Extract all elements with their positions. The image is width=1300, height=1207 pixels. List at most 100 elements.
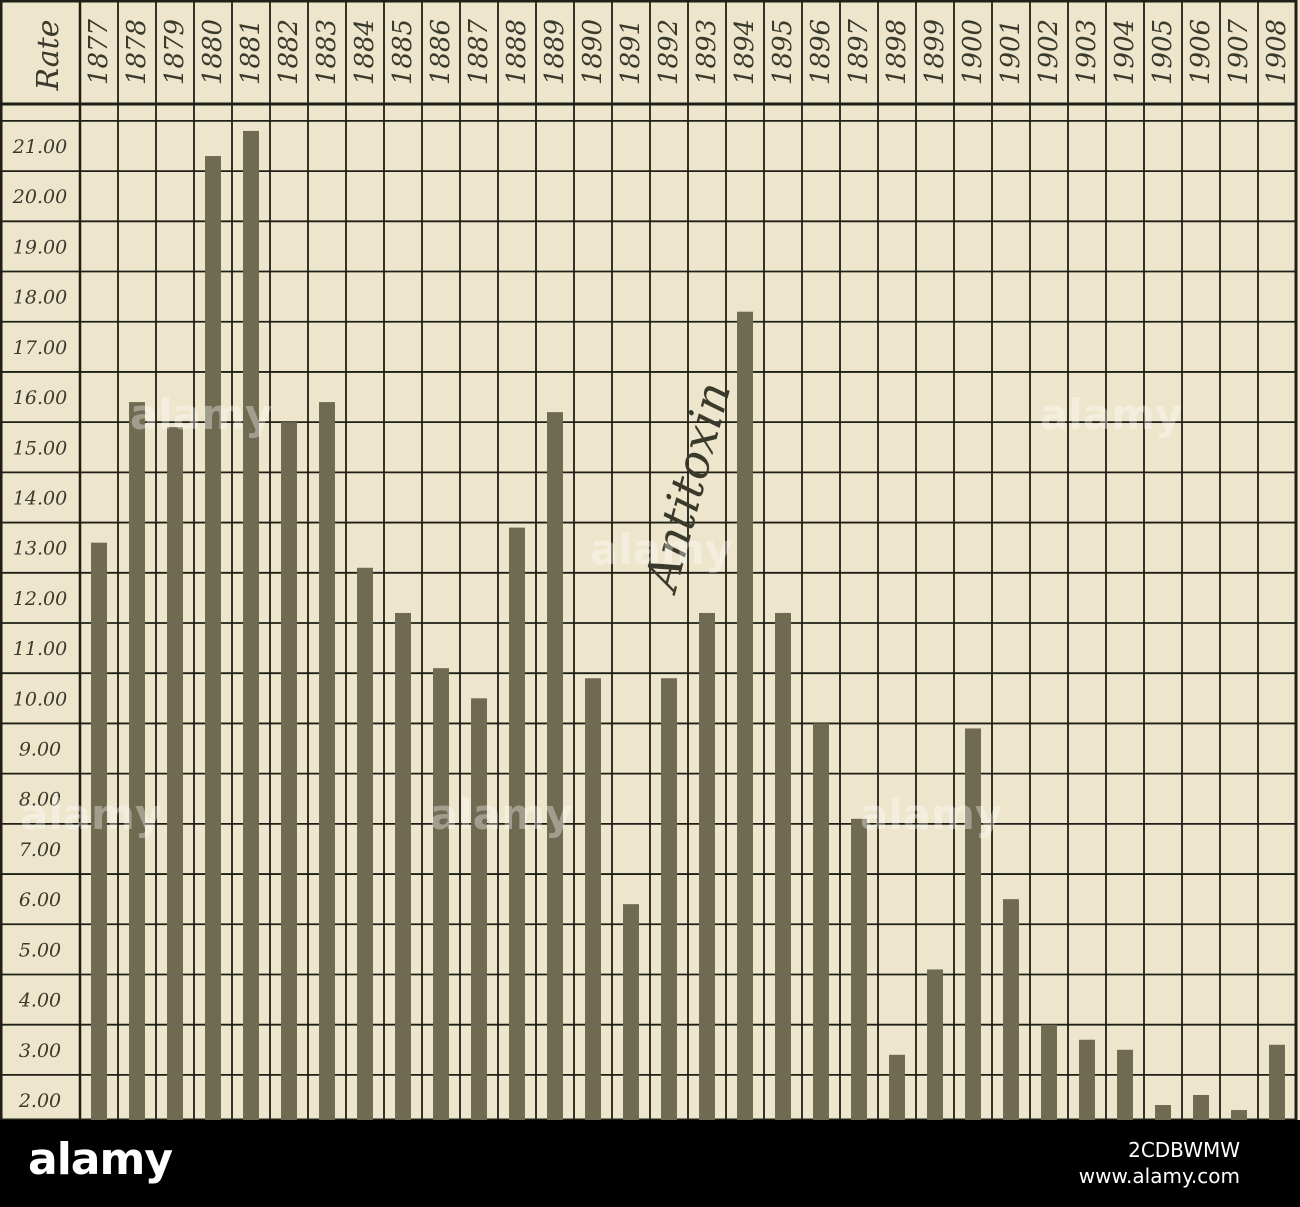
bar-1892 xyxy=(661,678,677,1120)
bar-1879 xyxy=(167,427,183,1120)
bar-1904 xyxy=(1117,1049,1133,1120)
y-tick-label: 17.00 xyxy=(13,337,67,359)
year-label-1903: 1903 xyxy=(1072,19,1102,85)
year-label-1886: 1886 xyxy=(426,19,456,85)
bar-1895 xyxy=(775,612,791,1120)
year-label-1896: 1896 xyxy=(806,19,836,85)
year-label-1887: 1887 xyxy=(464,18,494,85)
bar-1887 xyxy=(471,698,487,1120)
y-tick-label: 15.00 xyxy=(13,437,67,459)
bar-1878 xyxy=(129,402,145,1120)
y-tick-label: 21.00 xyxy=(12,136,67,158)
year-label-1892: 1892 xyxy=(654,19,684,85)
y-tick-label: 20.00 xyxy=(12,186,67,208)
bar-1891 xyxy=(623,904,639,1120)
bar-1903 xyxy=(1079,1039,1095,1120)
year-label-1888: 1888 xyxy=(502,19,532,85)
site-url: www.alamy.com xyxy=(1078,1164,1240,1188)
bar-1877 xyxy=(91,542,107,1120)
year-label-1882: 1882 xyxy=(274,19,304,85)
y-tick-label: 8.00 xyxy=(19,789,61,811)
y-tick-labels: 21.00 20.00 19.00 18.00 17.00 16.00 15.00 14.00… xyxy=(12,136,67,1112)
bar-1905 xyxy=(1155,1105,1171,1120)
y-axis-label: Rate xyxy=(31,20,66,92)
y-tick-label: 12.00 xyxy=(13,588,67,610)
y-tick-label: 5.00 xyxy=(19,939,61,961)
watermark-mark: alamy xyxy=(20,790,163,839)
y-tick-label: 6.00 xyxy=(19,889,61,911)
year-label-1889: 1889 xyxy=(540,19,570,85)
stock-info: 2CDBWMW www.alamy.com xyxy=(1079,1138,1240,1188)
chart-border xyxy=(0,0,1298,1120)
year-label-1908: 1908 xyxy=(1262,19,1292,85)
bar-1893 xyxy=(699,612,715,1120)
y-tick-label: 16.00 xyxy=(13,387,67,409)
bar-1890 xyxy=(585,678,601,1120)
year-label-1883: 1883 xyxy=(312,19,342,85)
year-label-1907: 1907 xyxy=(1224,18,1254,85)
year-label-1878: 1878 xyxy=(122,19,152,85)
y-tick-label: 11.00 xyxy=(13,638,67,660)
year-label-1898: 1898 xyxy=(882,19,912,85)
watermark-mark: alamy xyxy=(1040,390,1183,439)
watermark-mark: alamy xyxy=(430,790,573,839)
bar-1880 xyxy=(205,156,221,1120)
watermark-mark: alamy xyxy=(130,390,273,439)
year-label-1906: 1906 xyxy=(1186,19,1216,85)
bar-1881 xyxy=(243,130,259,1120)
bar-1898 xyxy=(889,1054,905,1120)
bar-1900 xyxy=(965,728,981,1120)
year-label-1902: 1902 xyxy=(1034,19,1064,85)
y-tick-label: 9.00 xyxy=(19,739,61,761)
bars xyxy=(91,130,1285,1120)
bar-chart: 1877 1878 1879 1880 1881 1882 1883 1884 1885 1886… xyxy=(0,0,1298,1120)
grid xyxy=(0,0,1298,1120)
bar-1883 xyxy=(319,402,335,1120)
bar-1897 xyxy=(851,818,867,1120)
bar-1885 xyxy=(395,612,411,1120)
bar-1901 xyxy=(1003,899,1019,1120)
year-label-1897: 1897 xyxy=(844,18,874,85)
year-label-1900: 1900 xyxy=(958,19,988,85)
y-tick-label: 2.00 xyxy=(18,1090,61,1112)
watermark-mark: alamy xyxy=(590,525,733,574)
year-label-1877: 1877 xyxy=(84,18,114,85)
bar-1889 xyxy=(547,412,563,1120)
y-tick-label: 7.00 xyxy=(19,839,61,861)
bar-1906 xyxy=(1193,1094,1209,1120)
watermark-mark: alamy xyxy=(860,790,1003,839)
bar-1886 xyxy=(433,668,449,1120)
bar-1884 xyxy=(357,567,373,1120)
year-label-1881: 1881 xyxy=(236,19,266,85)
y-tick-label: 14.00 xyxy=(13,487,67,509)
y-tick-label: 4.00 xyxy=(18,990,61,1012)
year-label-1904: 1904 xyxy=(1110,19,1140,85)
year-label-1890: 1890 xyxy=(578,19,608,85)
year-label-1891: 1891 xyxy=(616,19,646,85)
bar-1882 xyxy=(281,422,297,1120)
year-label-1905: 1905 xyxy=(1148,19,1178,85)
year-label-1894: 1894 xyxy=(730,19,760,85)
year-label-1885: 1885 xyxy=(388,19,418,85)
image-id: 2CDBWMW xyxy=(1128,1138,1240,1162)
year-labels: 1877 1878 1879 1880 1881 1882 1883 1884 1885 1886… xyxy=(84,18,1292,85)
bar-1902 xyxy=(1041,1024,1057,1120)
year-label-1879: 1879 xyxy=(160,19,190,85)
bar-1888 xyxy=(509,527,525,1120)
bar-1899 xyxy=(927,969,943,1120)
year-label-1884: 1884 xyxy=(350,19,380,85)
bar-1896 xyxy=(813,723,829,1120)
y-tick-label: 19.00 xyxy=(13,236,67,258)
y-tick-label: 3.00 xyxy=(19,1040,61,1062)
bar-1908 xyxy=(1269,1044,1285,1120)
y-tick-label: 18.00 xyxy=(13,287,67,309)
bar-1907 xyxy=(1231,1110,1247,1120)
bar-1894 xyxy=(737,311,753,1120)
year-label-1899: 1899 xyxy=(920,19,950,85)
year-label-1895: 1895 xyxy=(768,19,798,85)
year-label-1893: 1893 xyxy=(692,19,722,85)
y-tick-label: 10.00 xyxy=(13,688,67,710)
watermark-footer: alamy 2CDBWMW www.alamy.com xyxy=(0,1120,1300,1207)
y-tick-label: 13.00 xyxy=(13,538,67,560)
